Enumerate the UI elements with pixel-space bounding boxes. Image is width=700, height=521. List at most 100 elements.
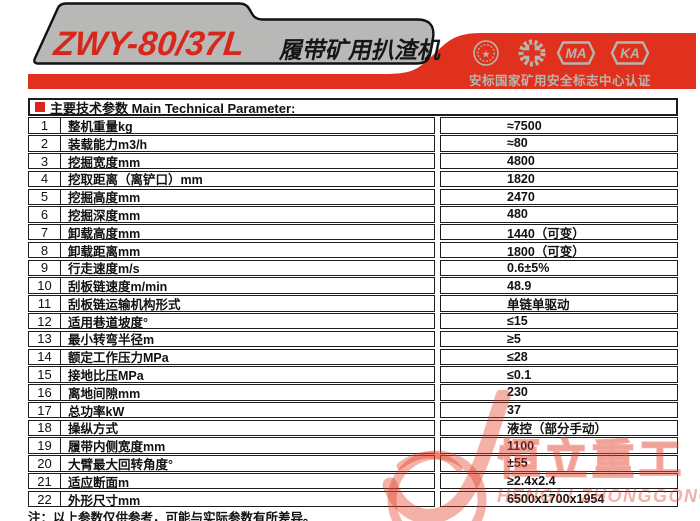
param-name: 总功率kW bbox=[68, 404, 125, 419]
table-row: 21 适应断面m ≥2.4x2.4 bbox=[28, 473, 678, 490]
row-left-box: 17 总功率kW bbox=[28, 401, 435, 419]
param-name: 最小转弯半径m bbox=[68, 333, 155, 348]
row-number: 14 bbox=[29, 349, 61, 364]
gray-plate bbox=[33, 2, 435, 65]
footnote: 注：以上参数仅供参考，可能与实际参数有所差异。 bbox=[28, 511, 316, 521]
row-number: 10 bbox=[29, 278, 61, 293]
row-number: 8 bbox=[29, 243, 61, 258]
ka-label: KA bbox=[620, 46, 640, 61]
param-value: ≈80 bbox=[440, 135, 678, 152]
row-left-box: 13 最小转弯半径m bbox=[28, 330, 435, 348]
table-row: 20 大臂最大回转角度° ±55 bbox=[28, 455, 678, 472]
param-value: ≤0.1 bbox=[440, 366, 678, 383]
param-name: 挖掘高度mm bbox=[68, 191, 141, 206]
table-row: 13 最小转弯半径m ≥5 bbox=[28, 330, 678, 348]
red-square-bullet-icon bbox=[35, 102, 45, 112]
row-number: 19 bbox=[29, 438, 61, 453]
param-value: 1800（可变） bbox=[440, 241, 678, 259]
row-number: 9 bbox=[29, 260, 61, 275]
param-value: 2470 bbox=[440, 188, 678, 205]
table-row: 7 卸载高度mm 1440（可变） bbox=[28, 224, 678, 241]
row-number: 4 bbox=[29, 171, 61, 186]
row-number: 13 bbox=[29, 331, 61, 346]
table-row: 10 刮板链速度m/min 48.9 bbox=[28, 277, 678, 295]
table-row: 22 外形尺寸mm 6500x1700x1954 bbox=[28, 490, 678, 508]
national-emblem-icon: ★ bbox=[473, 40, 499, 66]
row-number: 11 bbox=[29, 296, 61, 311]
row-number: 18 bbox=[29, 420, 61, 435]
table-row: 5 挖掘高度mm 2470 bbox=[28, 188, 678, 206]
parameters-table: 主要技术参数 Main Technical Parameter: 1 整机重量k… bbox=[28, 98, 678, 509]
row-number: 6 bbox=[29, 207, 61, 222]
row-number: 3 bbox=[29, 154, 61, 169]
param-value: ≥2.4x2.4 bbox=[440, 473, 678, 490]
table-row: 11 刮板链运输机构形式 单链单驱动 bbox=[28, 295, 678, 312]
row-number: 1 bbox=[29, 118, 61, 133]
row-left-box: 5 挖掘高度mm bbox=[28, 188, 435, 206]
param-name: 卸载高度mm bbox=[68, 226, 141, 241]
param-name: 装载能力m3/h bbox=[68, 137, 148, 152]
table-row: 15 接地比压MPa ≤0.1 bbox=[28, 366, 678, 383]
table-row: 19 履带内侧宽度mm 1100 bbox=[28, 437, 678, 455]
param-value: ≤15 bbox=[440, 312, 678, 330]
param-value: 1820 bbox=[440, 170, 678, 188]
row-left-box: 10 刮板链速度m/min bbox=[28, 277, 435, 295]
row-left-box: 16 离地间隙mm bbox=[28, 384, 435, 401]
row-number: 16 bbox=[29, 385, 61, 400]
param-value: 0.6±5% bbox=[440, 259, 678, 277]
param-name: 行走速度m/s bbox=[68, 262, 140, 277]
param-value: 1440（可变） bbox=[440, 224, 678, 241]
param-value: 4800 bbox=[440, 152, 678, 170]
param-value: 480 bbox=[440, 206, 678, 223]
param-name: 挖掘深度mm bbox=[68, 209, 141, 223]
param-value: ≤28 bbox=[440, 348, 678, 365]
row-left-box: 8 卸载距离mm bbox=[28, 241, 435, 259]
row-left-box: 15 接地比压MPa bbox=[28, 366, 435, 383]
param-value: 37 bbox=[440, 401, 678, 419]
param-value: ±55 bbox=[440, 455, 678, 472]
param-value: ≈7500 bbox=[440, 117, 678, 134]
row-left-box: 11 刮板链运输机构形式 bbox=[28, 295, 435, 312]
table-title-row: 主要技术参数 Main Technical Parameter: bbox=[28, 98, 678, 116]
row-number: 20 bbox=[29, 456, 61, 471]
table-row: 12 适用巷道坡度° ≤15 bbox=[28, 312, 678, 330]
param-name: 整机重量kg bbox=[68, 120, 133, 135]
param-value: ≥5 bbox=[440, 330, 678, 348]
row-left-box: 9 行走速度m/s bbox=[28, 259, 435, 277]
table-row: 9 行走速度m/s 0.6±5% bbox=[28, 259, 678, 277]
row-number: 7 bbox=[29, 225, 61, 240]
param-value: 液控（部分手动） bbox=[440, 419, 678, 436]
ka-badge: KA bbox=[610, 41, 650, 65]
ma-label: MA bbox=[566, 46, 587, 61]
param-name: 离地间隙mm bbox=[68, 386, 141, 401]
row-left-box: 3 挖掘宽度mm bbox=[28, 152, 435, 170]
row-left-box: 19 履带内侧宽度mm bbox=[28, 437, 435, 455]
gear-cross-icon bbox=[518, 39, 546, 67]
table-row: 3 挖掘宽度mm 4800 bbox=[28, 152, 678, 170]
param-value: 单链单驱动 bbox=[440, 295, 678, 312]
param-name: 操纵方式 bbox=[68, 422, 119, 437]
row-number: 5 bbox=[29, 189, 61, 204]
row-left-box: 22 外形尺寸mm bbox=[28, 490, 435, 508]
table-row: 17 总功率kW 37 bbox=[28, 401, 678, 419]
table-row: 18 操纵方式 液控（部分手动） bbox=[28, 419, 678, 437]
param-name: 挖取距离（离铲口）mm bbox=[68, 173, 203, 188]
table-row: 4 挖取距离（离铲口）mm 1820 bbox=[28, 170, 678, 188]
ma-badge: MA bbox=[556, 41, 596, 65]
param-name: 挖掘宽度mm bbox=[68, 155, 141, 170]
row-left-box: 21 适应断面m bbox=[28, 473, 435, 490]
row-number: 21 bbox=[29, 474, 61, 489]
row-number: 17 bbox=[29, 403, 61, 418]
param-name: 履带内侧宽度mm bbox=[68, 440, 166, 455]
row-number: 15 bbox=[29, 367, 61, 382]
row-left-box: 12 适用巷道坡度° bbox=[28, 312, 435, 330]
param-name: 刮板链速度m/min bbox=[68, 280, 168, 295]
param-value: 48.9 bbox=[440, 277, 678, 294]
row-left-box: 2 装载能力m3/h bbox=[28, 135, 435, 152]
model-number: ZWY-80/37L bbox=[52, 25, 247, 63]
certification-text: 安标国家矿用安全标志中心认证 bbox=[468, 74, 651, 88]
param-name: 大臂最大回转角度° bbox=[68, 457, 173, 472]
table-row: 1 整机重量kg ≈7500 bbox=[28, 117, 678, 135]
param-name: 适应断面m bbox=[68, 475, 130, 490]
